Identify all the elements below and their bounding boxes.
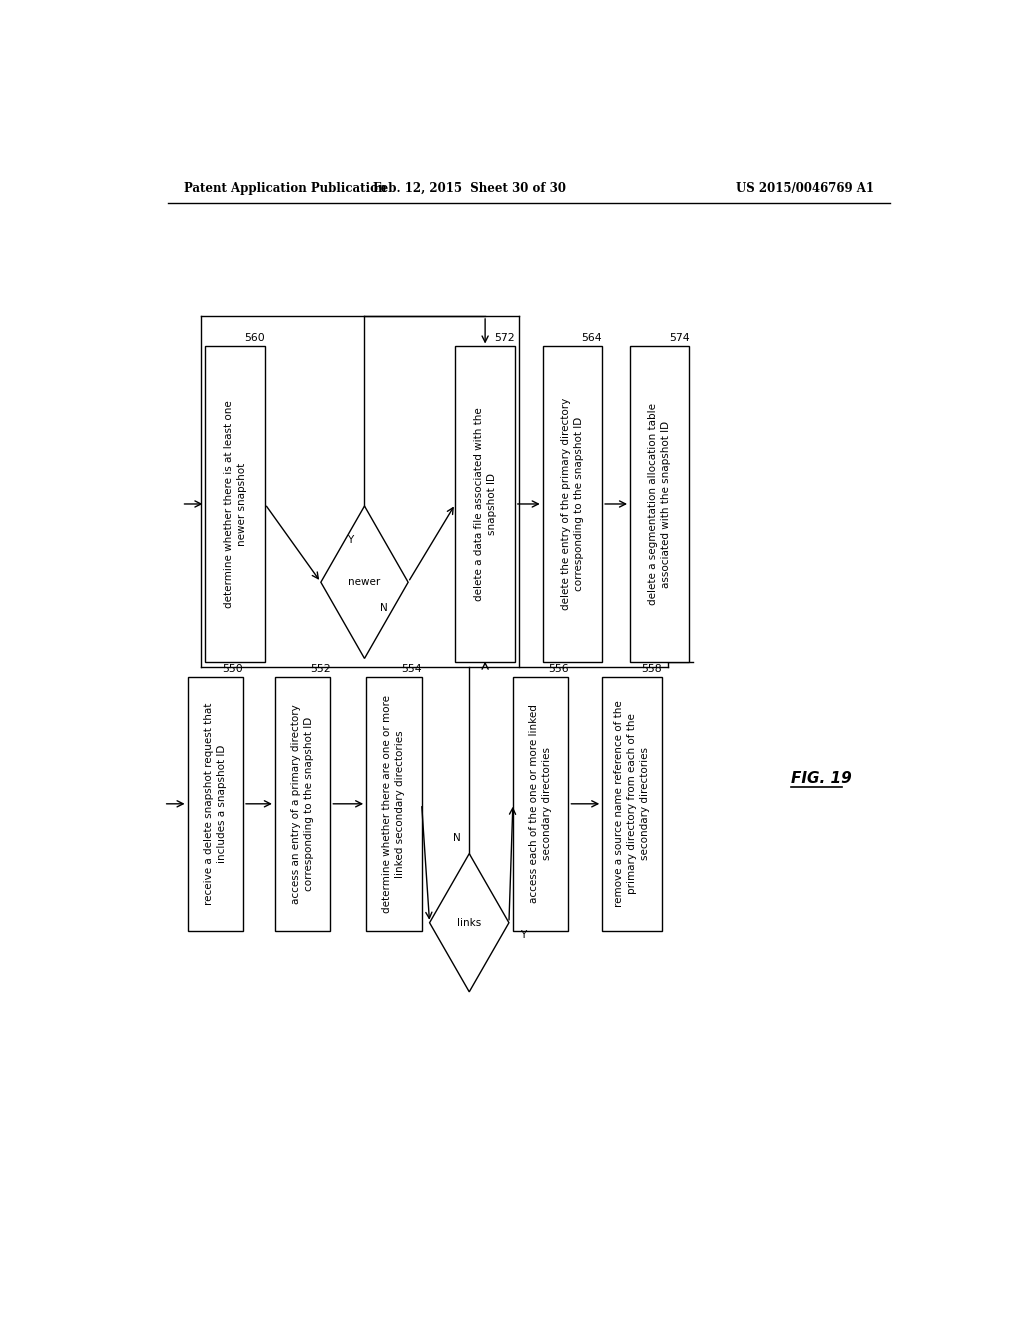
Text: 550: 550	[222, 664, 243, 673]
Text: Patent Application Publication: Patent Application Publication	[183, 182, 386, 195]
Text: N: N	[380, 603, 388, 612]
Text: 572: 572	[495, 334, 515, 343]
Bar	[187, 677, 243, 931]
Bar	[456, 346, 515, 661]
Text: 574: 574	[669, 334, 689, 343]
Text: 556: 556	[548, 664, 568, 673]
Text: Y: Y	[347, 536, 353, 545]
Bar	[274, 677, 331, 931]
Text: remove a source name reference of the
primary directory from each of the
seconda: remove a source name reference of the pr…	[614, 701, 650, 907]
Text: 554: 554	[401, 664, 422, 673]
Text: determine whether there is at least one
newer snapshot: determine whether there is at least one …	[223, 400, 247, 607]
Text: 564: 564	[582, 334, 602, 343]
Text: newer: newer	[348, 577, 381, 587]
Text: N: N	[454, 833, 461, 843]
Bar	[513, 677, 568, 931]
Text: 560: 560	[244, 334, 265, 343]
Text: Feb. 12, 2015  Sheet 30 of 30: Feb. 12, 2015 Sheet 30 of 30	[373, 182, 565, 195]
Text: 558: 558	[641, 664, 662, 673]
Text: receive a delete snapshot request that
includes a snapshot ID: receive a delete snapshot request that i…	[204, 702, 226, 906]
Text: links: links	[457, 917, 481, 928]
Text: 552: 552	[309, 664, 331, 673]
Text: FIG. 19: FIG. 19	[791, 771, 851, 785]
Bar	[543, 346, 602, 661]
Text: delete a data file associated with the
snapshot ID: delete a data file associated with the s…	[474, 407, 497, 601]
Text: determine whether there are one or more
linked secondary directories: determine whether there are one or more …	[382, 694, 406, 913]
Bar	[206, 346, 265, 661]
Text: Y: Y	[520, 929, 526, 940]
Bar	[367, 677, 422, 931]
Polygon shape	[321, 506, 409, 659]
Polygon shape	[430, 854, 509, 991]
Bar	[602, 677, 662, 931]
Bar	[630, 346, 689, 661]
Text: access each of the one or more linked
secondary directories: access each of the one or more linked se…	[529, 705, 552, 903]
Text: US 2015/0046769 A1: US 2015/0046769 A1	[736, 182, 873, 195]
Text: delete a segmentation allocation table
associated with the snapshot ID: delete a segmentation allocation table a…	[648, 403, 671, 605]
Text: delete the entry of the primary directory
corresponding to the snapshot ID: delete the entry of the primary director…	[561, 397, 584, 610]
Text: access an entry of a primary directory
corresponding to the snapshot ID: access an entry of a primary directory c…	[291, 704, 314, 904]
